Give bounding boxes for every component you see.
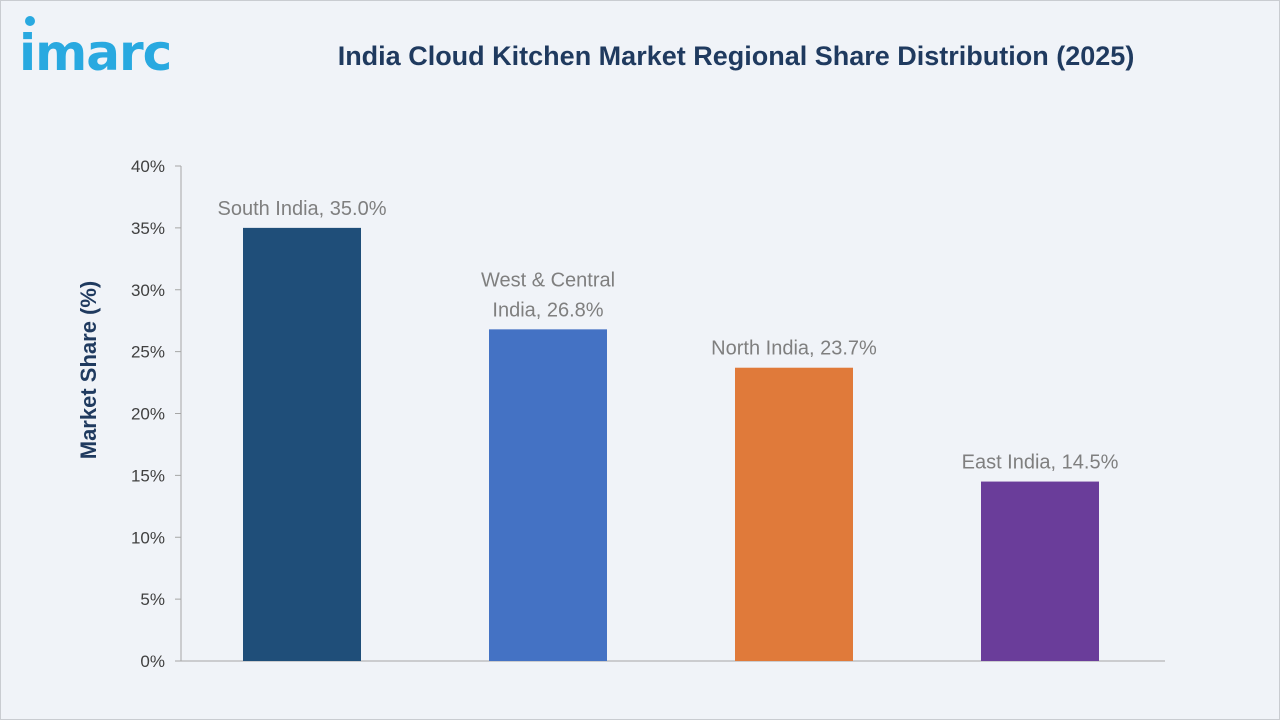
y-tick-label: 35% <box>131 219 165 238</box>
bar <box>735 367 853 661</box>
y-tick-label: 10% <box>131 528 165 547</box>
y-tick-label: 30% <box>131 281 165 300</box>
y-tick-label: 5% <box>140 590 165 609</box>
chart-title: India Cloud Kitchen Market Regional Shar… <box>337 41 1135 71</box>
bar <box>243 227 361 661</box>
data-label: West & Central <box>481 269 615 291</box>
y-axis-label: Market Share (%) <box>76 281 101 460</box>
bar <box>489 329 607 661</box>
y-tick-label: 40% <box>131 157 165 176</box>
bar <box>981 481 1099 661</box>
data-label: North India, 23.7% <box>711 338 877 360</box>
y-tick-label: 0% <box>140 652 165 671</box>
data-label: East India, 14.5% <box>962 452 1119 474</box>
data-label: India, 26.8% <box>492 299 603 321</box>
data-labels: South India, 35.0% West & Central India, 2… <box>217 198 1118 474</box>
imarc-logo: imarc <box>19 24 172 82</box>
bars <box>243 227 1099 661</box>
logo-dot <box>25 16 35 26</box>
y-tick-label: 20% <box>131 405 165 424</box>
data-label: South India, 35.0% <box>217 198 386 220</box>
y-tick-label: 25% <box>131 343 165 362</box>
y-tick-label: 15% <box>131 466 165 485</box>
